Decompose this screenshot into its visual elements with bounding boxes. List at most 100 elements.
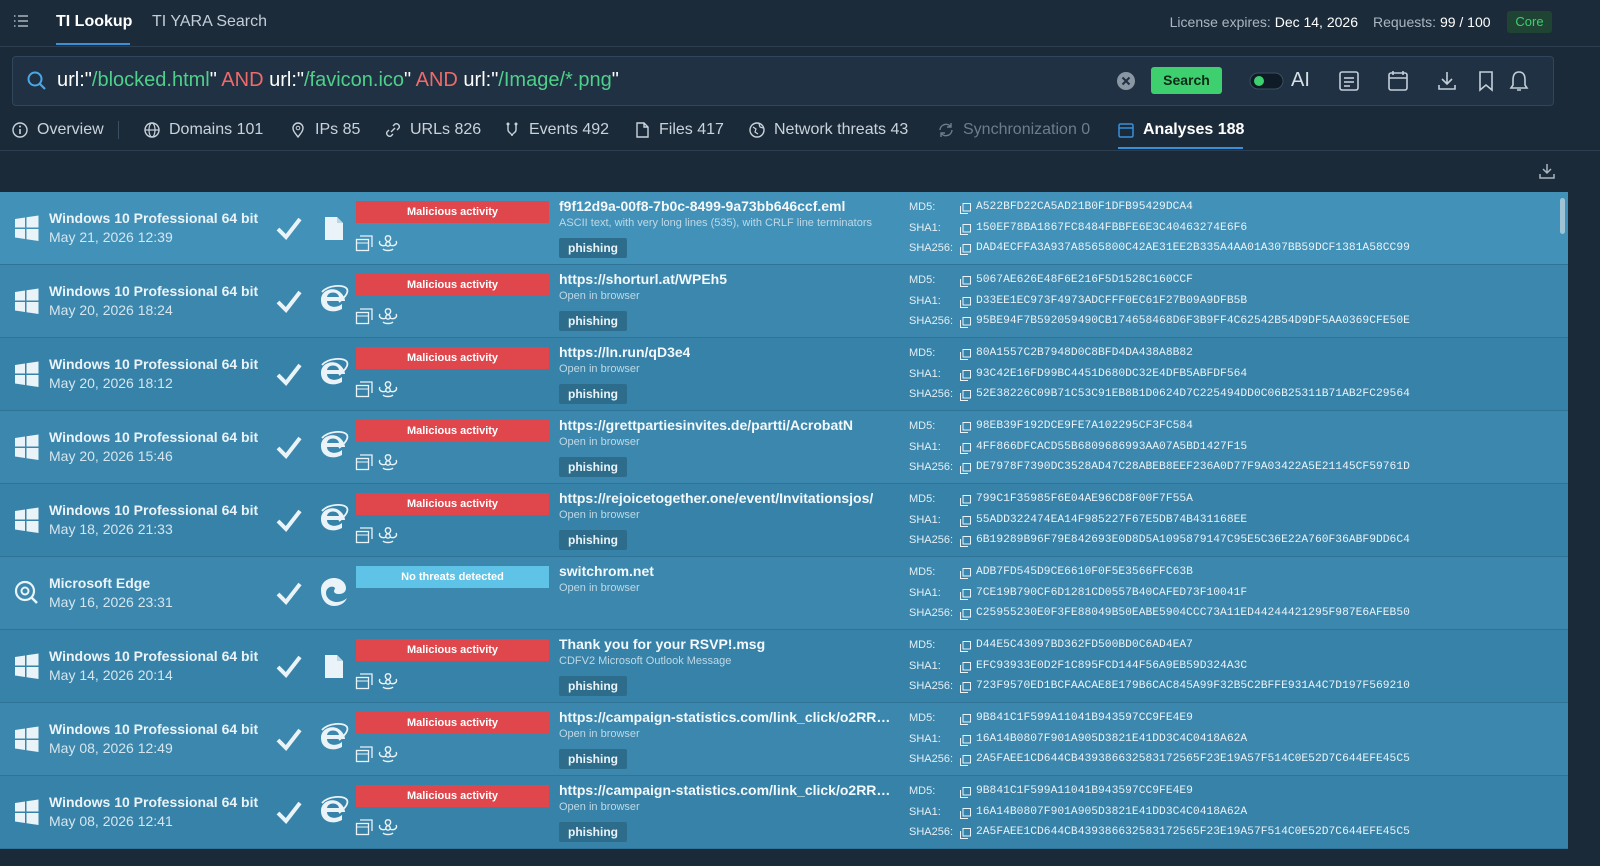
object-icon [325,655,343,678]
copy-icon[interactable] [960,390,971,401]
hash-value: 80A1557C2B7948D0C8BFD4DA438A8B82 [976,347,1193,359]
hash-label: SHA256: [909,534,954,546]
menu-icon[interactable] [13,14,29,28]
analysis-row[interactable]: Windows 10 Professional 64 bit May 18, 20… [0,484,1568,557]
tab-count: 826 [454,121,482,138]
os-icon [15,288,39,314]
tab[interactable]: Analyses 188 [1143,121,1244,139]
analysis-row[interactable]: Windows 10 Professional 64 bit May 20, 20… [0,265,1568,338]
object-icon [321,723,349,750]
copy-icon[interactable] [960,203,971,214]
status-check [276,363,302,387]
tab[interactable]: Files 417 [659,121,724,139]
query-token: " [611,69,619,91]
copy-icon[interactable] [960,369,971,381]
copy-icon[interactable] [960,807,971,819]
analysis-row[interactable]: Windows 10 Professional 64 bit May 20, 20… [0,338,1568,411]
ai-toggle[interactable] [1249,72,1284,90]
header: TI Lookup TI YARA Search License expires… [0,0,1600,47]
copy-icon[interactable] [960,276,971,287]
verdict-badge: Malicious activity [356,201,549,223]
analysis-date: May 20, 2026 15:46 [49,448,173,464]
copy-icon[interactable] [960,223,971,235]
tab[interactable]: Synchronization 0 [963,121,1090,139]
hash-label: SHA1: [909,221,941,234]
tab-label: Network threats [774,121,887,138]
toolbar-icons[interactable] [1339,70,1539,92]
clear-icon[interactable] [1116,71,1136,91]
tab[interactable]: IPs 85 [315,121,360,139]
object-description: ASCII text, with very long lines (535), … [559,217,873,229]
search-button[interactable]: Search [1151,67,1222,94]
analysis-row[interactable]: Windows 10 Professional 64 bit May 08, 20… [0,776,1568,849]
hash-label: MD5: [909,420,936,432]
hash-label: SHA256: [909,315,954,327]
copy-icon[interactable] [960,682,971,693]
copy-icon[interactable] [960,536,971,547]
ai-label[interactable]: AI [1291,69,1310,91]
verdict-badge: No threats detected [356,566,549,588]
verdict-badge: Malicious activity [356,785,549,807]
hash-value: A522BFD22CA5AD21B0F1DFB95429DCA4 [976,201,1193,213]
object-name: https://ln.run/qD3e4 [559,344,691,360]
tab[interactable]: Overview [37,121,104,139]
license: License expires: Dec 14, 2026 [1170,14,1358,30]
analysis-row[interactable]: Windows 10 Professional 64 bit May 20, 20… [0,411,1568,484]
copy-icon[interactable] [960,296,971,308]
plan-badge: Core [1507,11,1552,33]
copy-icon[interactable] [960,442,971,454]
object-icon [325,217,343,240]
nav-tab[interactable]: TI Lookup [56,13,133,30]
analysis-row[interactable]: Windows 10 Professional 64 bit May 21, 20… [0,192,1568,265]
query-token: /blocked.html [91,69,210,91]
tab-count: 43 [890,121,909,138]
analysis-date: May 14, 2026 20:14 [49,667,173,683]
object-icon [321,578,347,606]
analysis-row[interactable]: Microsoft Edge May 16, 2026 23:31 No threa… [0,557,1568,630]
nav-tab[interactable]: TI YARA Search [152,13,268,30]
search-icon [27,71,46,90]
search-query[interactable]: url:"/blocked.html" AND url:"/favicon.ic… [57,69,619,92]
os-icon [15,726,39,752]
copy-icon[interactable] [960,734,971,746]
copy-icon[interactable] [960,787,971,798]
copy-icon[interactable] [960,495,971,506]
tab-label: Synchronization [963,121,1077,138]
hash-value: ADB7FD545D9CE6610F0F5E3566FFC63B [976,566,1193,578]
copy-icon[interactable] [960,714,971,725]
copy-icon[interactable] [960,755,971,766]
copy-icon[interactable] [960,568,971,579]
tag: phishing [559,530,627,550]
hash-value: 95BE94F7B592059490CB174658468D6F3B9FF4C6… [976,315,1410,327]
hash-value: 150EF78BA1867FC8484FBBFE6E3C40463274E6F6 [976,221,1248,234]
query-token: /favicon.ico [303,69,405,91]
tab[interactable]: URLs 826 [410,121,481,139]
tab[interactable]: Events 492 [529,121,609,139]
os-name: Windows 10 Professional 64 bit [49,502,259,518]
copy-icon[interactable] [960,349,971,360]
copy-icon[interactable] [960,317,971,328]
analysis-row[interactable]: Windows 10 Professional 64 bit May 08, 20… [0,703,1568,776]
copy-icon[interactable] [960,641,971,652]
tab[interactable]: Domains 101 [169,121,263,139]
copy-icon[interactable] [960,828,971,839]
hash-label: SHA1: [909,659,941,672]
copy-icon[interactable] [960,463,971,474]
copy-icon[interactable] [960,515,971,527]
analysis-date: May 16, 2026 23:31 [49,594,173,610]
copy-icon[interactable] [960,422,971,433]
copy-icon[interactable] [960,609,971,620]
search-bar[interactable] [12,56,1554,106]
object-name: https://campaign-statistics.com/link_cli… [559,709,895,725]
tab[interactable]: Network threats 43 [774,121,908,139]
action-icons [355,454,398,471]
copy-icon[interactable] [960,661,971,673]
copy-icon[interactable] [960,244,971,255]
query-token: " [404,69,412,91]
copy-icon[interactable] [960,588,971,600]
export-icon[interactable] [1539,163,1555,179]
tab-count: 85 [342,121,361,138]
hash-label: SHA1: [909,586,941,599]
analysis-row[interactable]: Windows 10 Professional 64 bit May 14, 20… [0,630,1568,703]
analysis-date: May 18, 2026 21:33 [49,521,173,537]
